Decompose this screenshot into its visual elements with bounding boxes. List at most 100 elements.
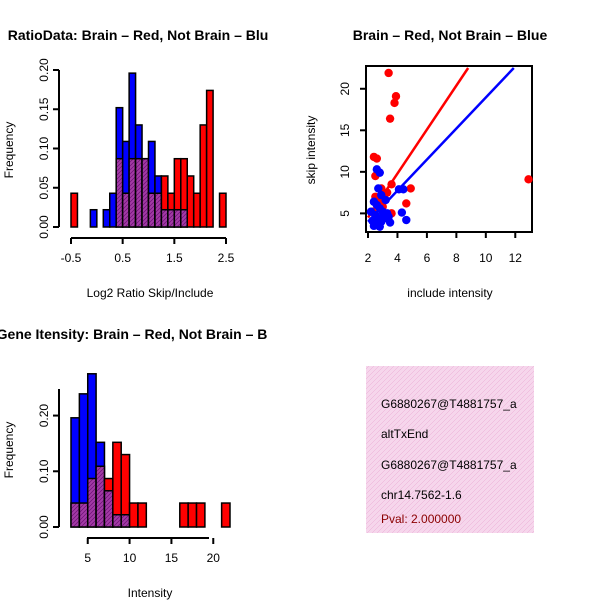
intensity-scatter-ylabel: skip intensity bbox=[304, 116, 318, 185]
brain-point bbox=[391, 92, 401, 101]
overlap-bar bbox=[112, 513, 122, 528]
x-tick-label: 1.5 bbox=[166, 251, 183, 265]
overlap-bar bbox=[78, 502, 89, 528]
x-tick-label: 6 bbox=[424, 251, 431, 265]
not-brain-bar bbox=[102, 208, 111, 228]
info-line-gene-id: G6880267@T4881757_a bbox=[381, 458, 517, 472]
x-tick-label: 2.5 bbox=[218, 251, 235, 265]
y-tick-label: 5 bbox=[338, 210, 352, 217]
ratio-histogram-title: RatioData: Brain – Red, Not Brain – Blu bbox=[8, 27, 269, 43]
x-tick-label: 0.5 bbox=[114, 251, 131, 265]
intensity-scatter-title: Brain – Red, Not Brain – Blue bbox=[353, 27, 548, 43]
info-box-background bbox=[366, 366, 534, 533]
overlap-bar bbox=[173, 208, 182, 228]
gene-intensity-histogram-ylabel: Frequency bbox=[2, 422, 16, 479]
scatter-axes: 2 4 6 8 10 12 5 10 15 20 bbox=[338, 82, 522, 265]
y-tick-label: 0.00 bbox=[37, 215, 51, 239]
brain-bar bbox=[70, 192, 79, 228]
overlap-bar bbox=[180, 208, 189, 228]
info-line-pval: Pval: 2.000000 bbox=[381, 512, 461, 526]
x-tick-label: 10 bbox=[123, 551, 137, 565]
scatter-points bbox=[366, 68, 533, 231]
gene-intensity-histogram-axes: 5 10 15 20 0.00 0.10 0.20 bbox=[37, 389, 220, 565]
not-brain-point bbox=[381, 195, 390, 205]
not-brain-point bbox=[369, 221, 379, 231]
brain-bar bbox=[137, 502, 148, 528]
brain-bar bbox=[205, 89, 214, 228]
not-brain-point bbox=[375, 168, 384, 177]
not-brain-point bbox=[402, 215, 411, 225]
brain-point bbox=[387, 180, 396, 189]
x-tick-label: 2 bbox=[365, 251, 372, 265]
overlap-bar bbox=[95, 465, 106, 528]
overlap-bar bbox=[141, 157, 150, 228]
not-brain-point bbox=[385, 218, 395, 227]
info-line-location: chr14.7562-1.6 bbox=[381, 488, 462, 502]
gene-intensity-histogram-panel: Gene Itensity: Brain – Red, Not Brain – … bbox=[0, 326, 267, 600]
brain-bar bbox=[187, 502, 198, 528]
x-tick-label: 15 bbox=[165, 551, 179, 565]
info-line-event-id: G6880267@T4881757_a bbox=[381, 397, 517, 411]
x-tick-label: 4 bbox=[394, 251, 401, 265]
x-tick-label: 20 bbox=[207, 551, 221, 565]
overlap-bar bbox=[160, 208, 169, 228]
overlap-bar bbox=[134, 157, 143, 228]
brain-point bbox=[406, 184, 415, 193]
not-brain-point bbox=[399, 185, 408, 194]
gene-intensity-histogram-xlabel: Intensity bbox=[128, 586, 173, 600]
brain-bar bbox=[179, 502, 189, 528]
overlap-bar bbox=[147, 192, 156, 228]
y-tick-label: 20 bbox=[338, 82, 352, 96]
y-tick-label: 0.05 bbox=[37, 176, 51, 200]
not-brain-bar bbox=[109, 192, 117, 228]
overlap-bar bbox=[120, 513, 131, 528]
overlap-bar bbox=[86, 477, 97, 528]
not-brain-point bbox=[374, 184, 383, 193]
info-box-panel: G6880267@T4881757_a altTxEnd G6880267@T4… bbox=[366, 366, 534, 533]
y-tick-label: 0.00 bbox=[37, 515, 51, 539]
not-brain-bar bbox=[89, 208, 98, 228]
brain-bar bbox=[218, 192, 227, 228]
overlap-bar bbox=[115, 157, 124, 228]
y-tick-label: 10 bbox=[338, 165, 352, 179]
x-tick-label: 5 bbox=[84, 551, 91, 565]
scatter-plot-box bbox=[365, 65, 533, 233]
ratio-histogram-panel: RatioData: Brain – Red, Not Brain – Blu … bbox=[2, 27, 268, 300]
ratio-histogram-xlabel: Log2 Ratio Skip/Include bbox=[87, 286, 214, 300]
y-tick-label: 0.20 bbox=[37, 58, 51, 82]
info-line-event-type: altTxEnd bbox=[381, 427, 428, 441]
x-tick-label: 8 bbox=[453, 251, 460, 265]
intensity-scatter-xlabel: include intensity bbox=[407, 286, 492, 300]
gene-intensity-histogram-title: Gene Itensity: Brain – Red, Not Brain – … bbox=[0, 326, 267, 342]
y-tick-label: 0.20 bbox=[37, 404, 51, 428]
scatter-fit-lines bbox=[366, 67, 515, 223]
y-tick-label: 15 bbox=[338, 123, 352, 137]
brain-bar bbox=[186, 175, 195, 228]
x-tick-label: 10 bbox=[479, 251, 493, 265]
ratio-histogram-ylabel: Frequency bbox=[2, 122, 16, 179]
gene-intensity-histogram-bars bbox=[70, 373, 231, 528]
overlap-bar bbox=[154, 192, 163, 228]
x-tick-label: 12 bbox=[509, 251, 523, 265]
brain-point bbox=[402, 199, 411, 208]
overlap-bar bbox=[121, 192, 130, 228]
brain-point bbox=[390, 98, 399, 108]
ratio-histogram-bars bbox=[70, 72, 227, 228]
intensity-scatter-panel: Brain – Red, Not Brain – Blue 2 4 6 8 10 12 5 1… bbox=[304, 27, 547, 300]
not-brain-point bbox=[397, 208, 407, 217]
brain-bar bbox=[220, 502, 231, 528]
brain-point bbox=[384, 68, 393, 78]
brain-point bbox=[372, 154, 382, 163]
ratio-histogram-axes: -0.5 0.5 1.5 2.5 0.00 0.05 0.10 0.15 0.20 bbox=[37, 58, 234, 265]
not-brain-fit-line bbox=[367, 67, 515, 223]
brain-bar bbox=[195, 502, 206, 528]
overlap-bar bbox=[167, 208, 176, 228]
x-tick-label: -0.5 bbox=[61, 251, 82, 265]
brain-point bbox=[524, 175, 533, 184]
overlap-bar bbox=[70, 502, 81, 528]
brain-bar bbox=[199, 124, 208, 228]
brain-bar bbox=[192, 192, 201, 228]
y-tick-label: 0.10 bbox=[37, 459, 51, 483]
